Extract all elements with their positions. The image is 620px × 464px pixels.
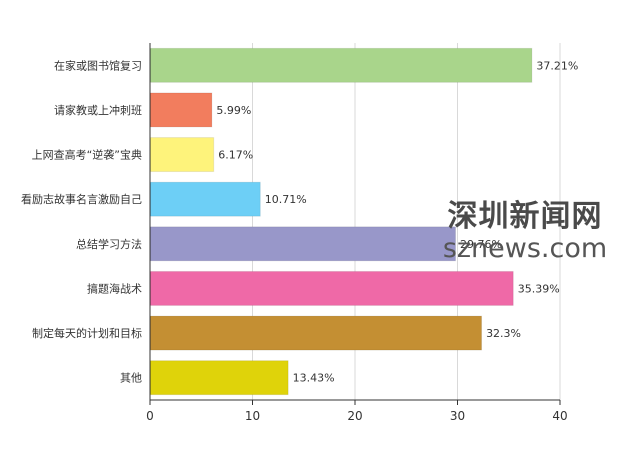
bar	[150, 137, 215, 173]
category-label: 总结学习方法	[76, 237, 142, 251]
bar	[150, 226, 457, 262]
value-label: 32.3%	[486, 327, 521, 340]
bar	[150, 270, 514, 306]
value-label: 6.17%	[218, 149, 253, 162]
x-tick-label: 40	[552, 409, 567, 423]
category-label: 上网查高考“逆袭”宝典	[32, 148, 142, 162]
value-label: 37.21%	[536, 59, 578, 72]
x-tick-label: 30	[450, 409, 465, 423]
category-label: 搞题海战术	[87, 281, 142, 295]
value-label: 13.43%	[293, 372, 335, 385]
category-label: 看励志故事名言激励自己	[21, 192, 142, 206]
x-tick-label: 0	[146, 409, 154, 423]
bar	[150, 47, 533, 83]
bar	[150, 181, 261, 217]
category-label: 在家或图书馆复习	[54, 58, 142, 72]
x-tick-label: 10	[245, 409, 260, 423]
category-label: 其他	[120, 372, 142, 385]
x-tick-label: 20	[347, 409, 362, 423]
value-label: 10.71%	[265, 193, 307, 206]
category-label: 制定每天的计划和目标	[32, 326, 142, 340]
category-label: 请家教或上冲刺班	[54, 103, 142, 117]
bar	[150, 360, 289, 396]
value-label: 5.99%	[216, 104, 251, 117]
bar	[150, 315, 483, 351]
value-label: 29.76%	[460, 238, 502, 251]
value-label: 35.39%	[518, 282, 560, 295]
bar	[150, 92, 213, 128]
